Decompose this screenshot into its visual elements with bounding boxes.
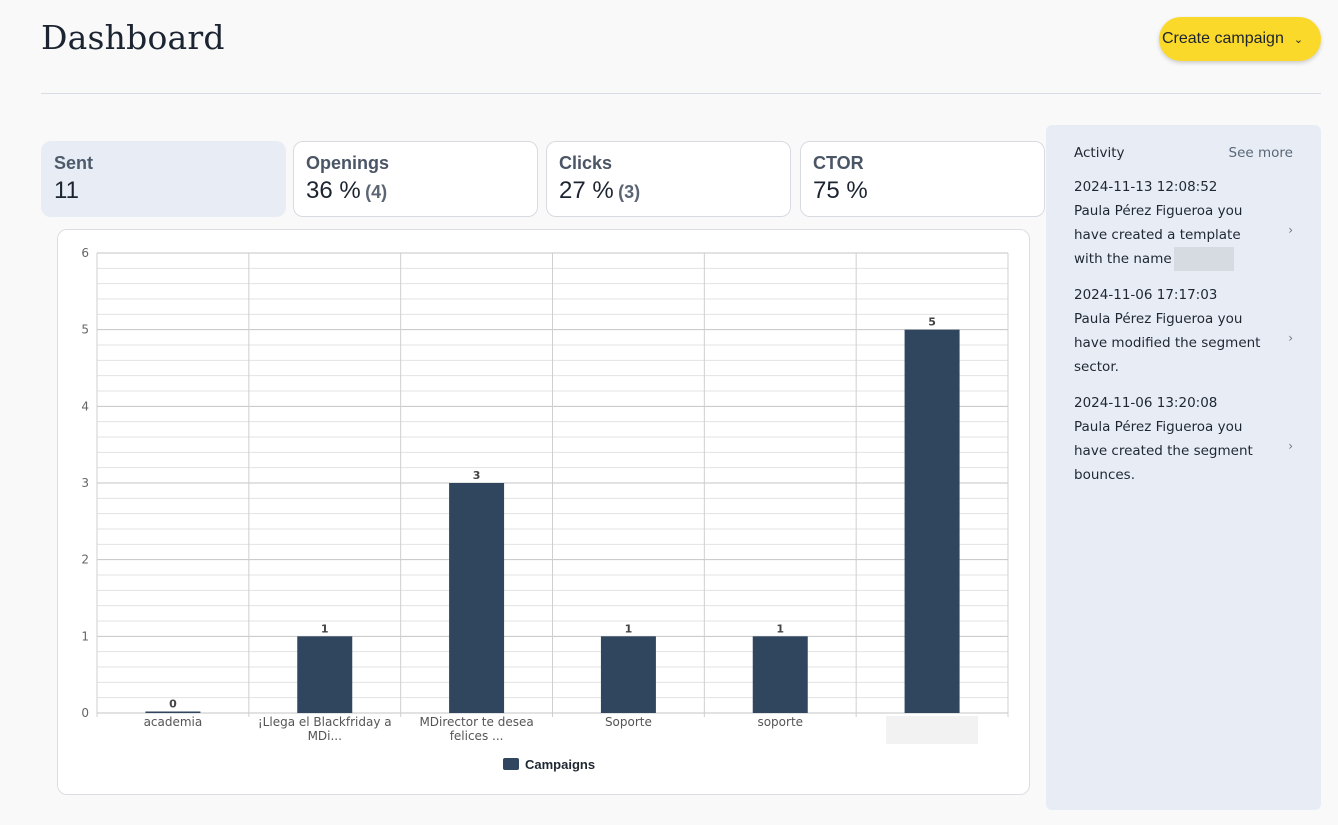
activity-text: Paula Pérez Figueroa you have created a … (1074, 199, 1271, 271)
redacted-category-label (886, 716, 979, 744)
x-tick-label: ¡Llega el Blackfriday a (258, 715, 392, 729)
activity-item[interactable]: 2024-11-13 12:08:52 Paula Pérez Figueroa… (1074, 175, 1293, 271)
page-title: Dashboard (41, 18, 225, 57)
redacted-block (1173, 247, 1234, 271)
campaigns-chart-card: 0 1 2 3 4 5 6 0 academia 1 ¡Llega el Blackfriday a… (57, 229, 1030, 795)
bar (752, 636, 808, 713)
chevron-down-icon: ⌄ (1293, 33, 1304, 46)
activity-time: 2024-11-13 12:08:52 (1074, 179, 1218, 195)
x-tick-label: soporte (757, 715, 803, 729)
bar-value-label: 0 (169, 698, 177, 711)
activity-time: 2024-11-06 13:20:08 (1074, 395, 1218, 411)
chevron-right-icon: › (1288, 223, 1293, 237)
stat-label-openings: Openings (306, 153, 390, 173)
y-tick-label: 1 (81, 629, 89, 643)
y-tick-label: 2 (81, 553, 89, 567)
chevron-right-icon: › (1288, 439, 1293, 453)
activity-text-content: Paula Pérez Figueroa you have created a … (1074, 203, 1243, 267)
bar-value-label: 1 (776, 622, 784, 635)
stat-label-ctor: CTOR (813, 153, 864, 173)
stat-sub-openings: (4) (365, 182, 388, 202)
x-tick-label: Soporte (605, 715, 652, 729)
bar-value-label: 1 (321, 622, 329, 635)
stat-value-clicks: 27 % (559, 177, 614, 204)
stat-value-openings: 36 % (306, 177, 361, 204)
y-tick-label: 0 (81, 706, 89, 720)
bar-value-label: 5 (928, 316, 936, 329)
stat-sub-clicks: (3) (618, 182, 641, 202)
activity-title: Activity (1074, 145, 1125, 161)
x-tick-label: felices ... (450, 729, 504, 743)
y-tick-label: 5 (81, 323, 89, 337)
campaigns-bar-chart: 0 1 2 3 4 5 6 0 academia 1 ¡Llega el Blackfriday a… (81, 246, 1009, 772)
chevron-right-icon: › (1288, 331, 1293, 345)
create-campaign-button[interactable]: Create campaign ⌄ (1159, 17, 1321, 61)
activity-header: Activity See more (1074, 143, 1293, 163)
activity-item[interactable]: 2024-11-06 13:20:08 Paula Pérez Figueroa… (1074, 391, 1293, 487)
bar (600, 636, 656, 713)
stat-value-sent: 11 (54, 177, 79, 204)
stat-card-clicks[interactable]: Clicks 27 % (3) (546, 141, 791, 217)
stat-label-clicks: Clicks (559, 153, 613, 173)
bar-value-label: 1 (625, 622, 633, 635)
y-tick-label: 6 (81, 246, 89, 260)
x-tick-label: academia (144, 715, 203, 729)
legend-label: Campaigns (525, 757, 595, 772)
stat-card-sent[interactable]: Sent 11 (41, 141, 286, 217)
bar (297, 636, 353, 713)
y-tick-label: 4 (81, 399, 89, 413)
bar-value-label: 3 (473, 469, 481, 482)
stat-card-openings[interactable]: Openings 36 % (4) (293, 141, 538, 217)
stat-card-ctor[interactable]: CTOR 75 % (800, 141, 1045, 217)
create-campaign-label: Create campaign (1162, 30, 1284, 47)
bar (904, 329, 960, 713)
header-divider (41, 93, 1321, 94)
bar (449, 483, 505, 713)
y-tick-label: 3 (81, 476, 89, 490)
stat-label-sent: Sent (54, 153, 94, 173)
x-tick-label: MDi... (308, 729, 342, 743)
activity-item[interactable]: 2024-11-06 17:17:03 Paula Pérez Figueroa… (1074, 283, 1293, 379)
activity-panel: Activity See more 2024-11-13 12:08:52 Pa… (1046, 125, 1321, 810)
x-tick-label: MDirector te desea (419, 715, 533, 729)
legend-swatch (503, 758, 519, 770)
activity-text: Paula Pérez Figueroa you have modified t… (1074, 311, 1261, 375)
see-more-link[interactable]: See more (1228, 145, 1293, 161)
activity-time: 2024-11-06 17:17:03 (1074, 287, 1218, 303)
activity-text: Paula Pérez Figueroa you have created th… (1074, 419, 1253, 483)
stat-value-ctor: 75 % (813, 177, 868, 204)
bar (145, 711, 201, 713)
